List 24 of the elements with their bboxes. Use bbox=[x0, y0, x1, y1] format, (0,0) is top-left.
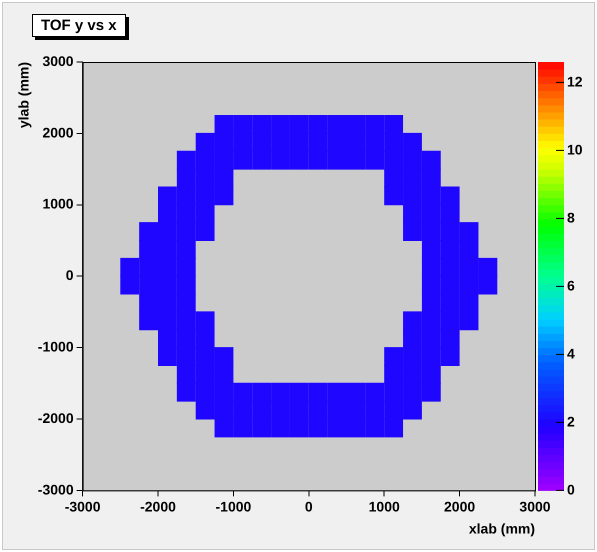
y-tick-label: -3000 bbox=[38, 481, 74, 498]
x-tick-label: 1000 bbox=[368, 498, 400, 515]
chart-title: TOF y vs x bbox=[32, 14, 126, 37]
color-bar-label: 12 bbox=[567, 73, 583, 90]
y-tick-label: 0 bbox=[66, 267, 74, 284]
y-tick-label: 3000 bbox=[42, 52, 74, 69]
x-tick-label: 0 bbox=[304, 498, 313, 515]
y-tick-label: 1000 bbox=[42, 196, 74, 212]
y-tick-label: -1000 bbox=[38, 338, 74, 354]
color-bar-label: 10 bbox=[567, 141, 583, 158]
color-bar-label: 0 bbox=[567, 481, 575, 498]
color-bar-label: 2 bbox=[567, 413, 575, 430]
color-bar-label: 8 bbox=[567, 209, 575, 226]
color-bar-label: 4 bbox=[567, 345, 575, 362]
x-tick-label: 3000 bbox=[519, 498, 551, 515]
y-tick-label: -2000 bbox=[38, 410, 74, 426]
x-tick-label: -3000 bbox=[64, 498, 101, 515]
x-tick-label: 2000 bbox=[444, 498, 476, 515]
x-tick-label: -2000 bbox=[140, 498, 176, 515]
y-tick-label: 2000 bbox=[42, 124, 74, 140]
color-bar-label: 6 bbox=[567, 277, 575, 294]
y-axis-title: ylab (mm) bbox=[15, 62, 32, 128]
x-axis-title: xlab (mm) bbox=[468, 520, 535, 536]
x-tick-label: -1000 bbox=[216, 498, 252, 515]
